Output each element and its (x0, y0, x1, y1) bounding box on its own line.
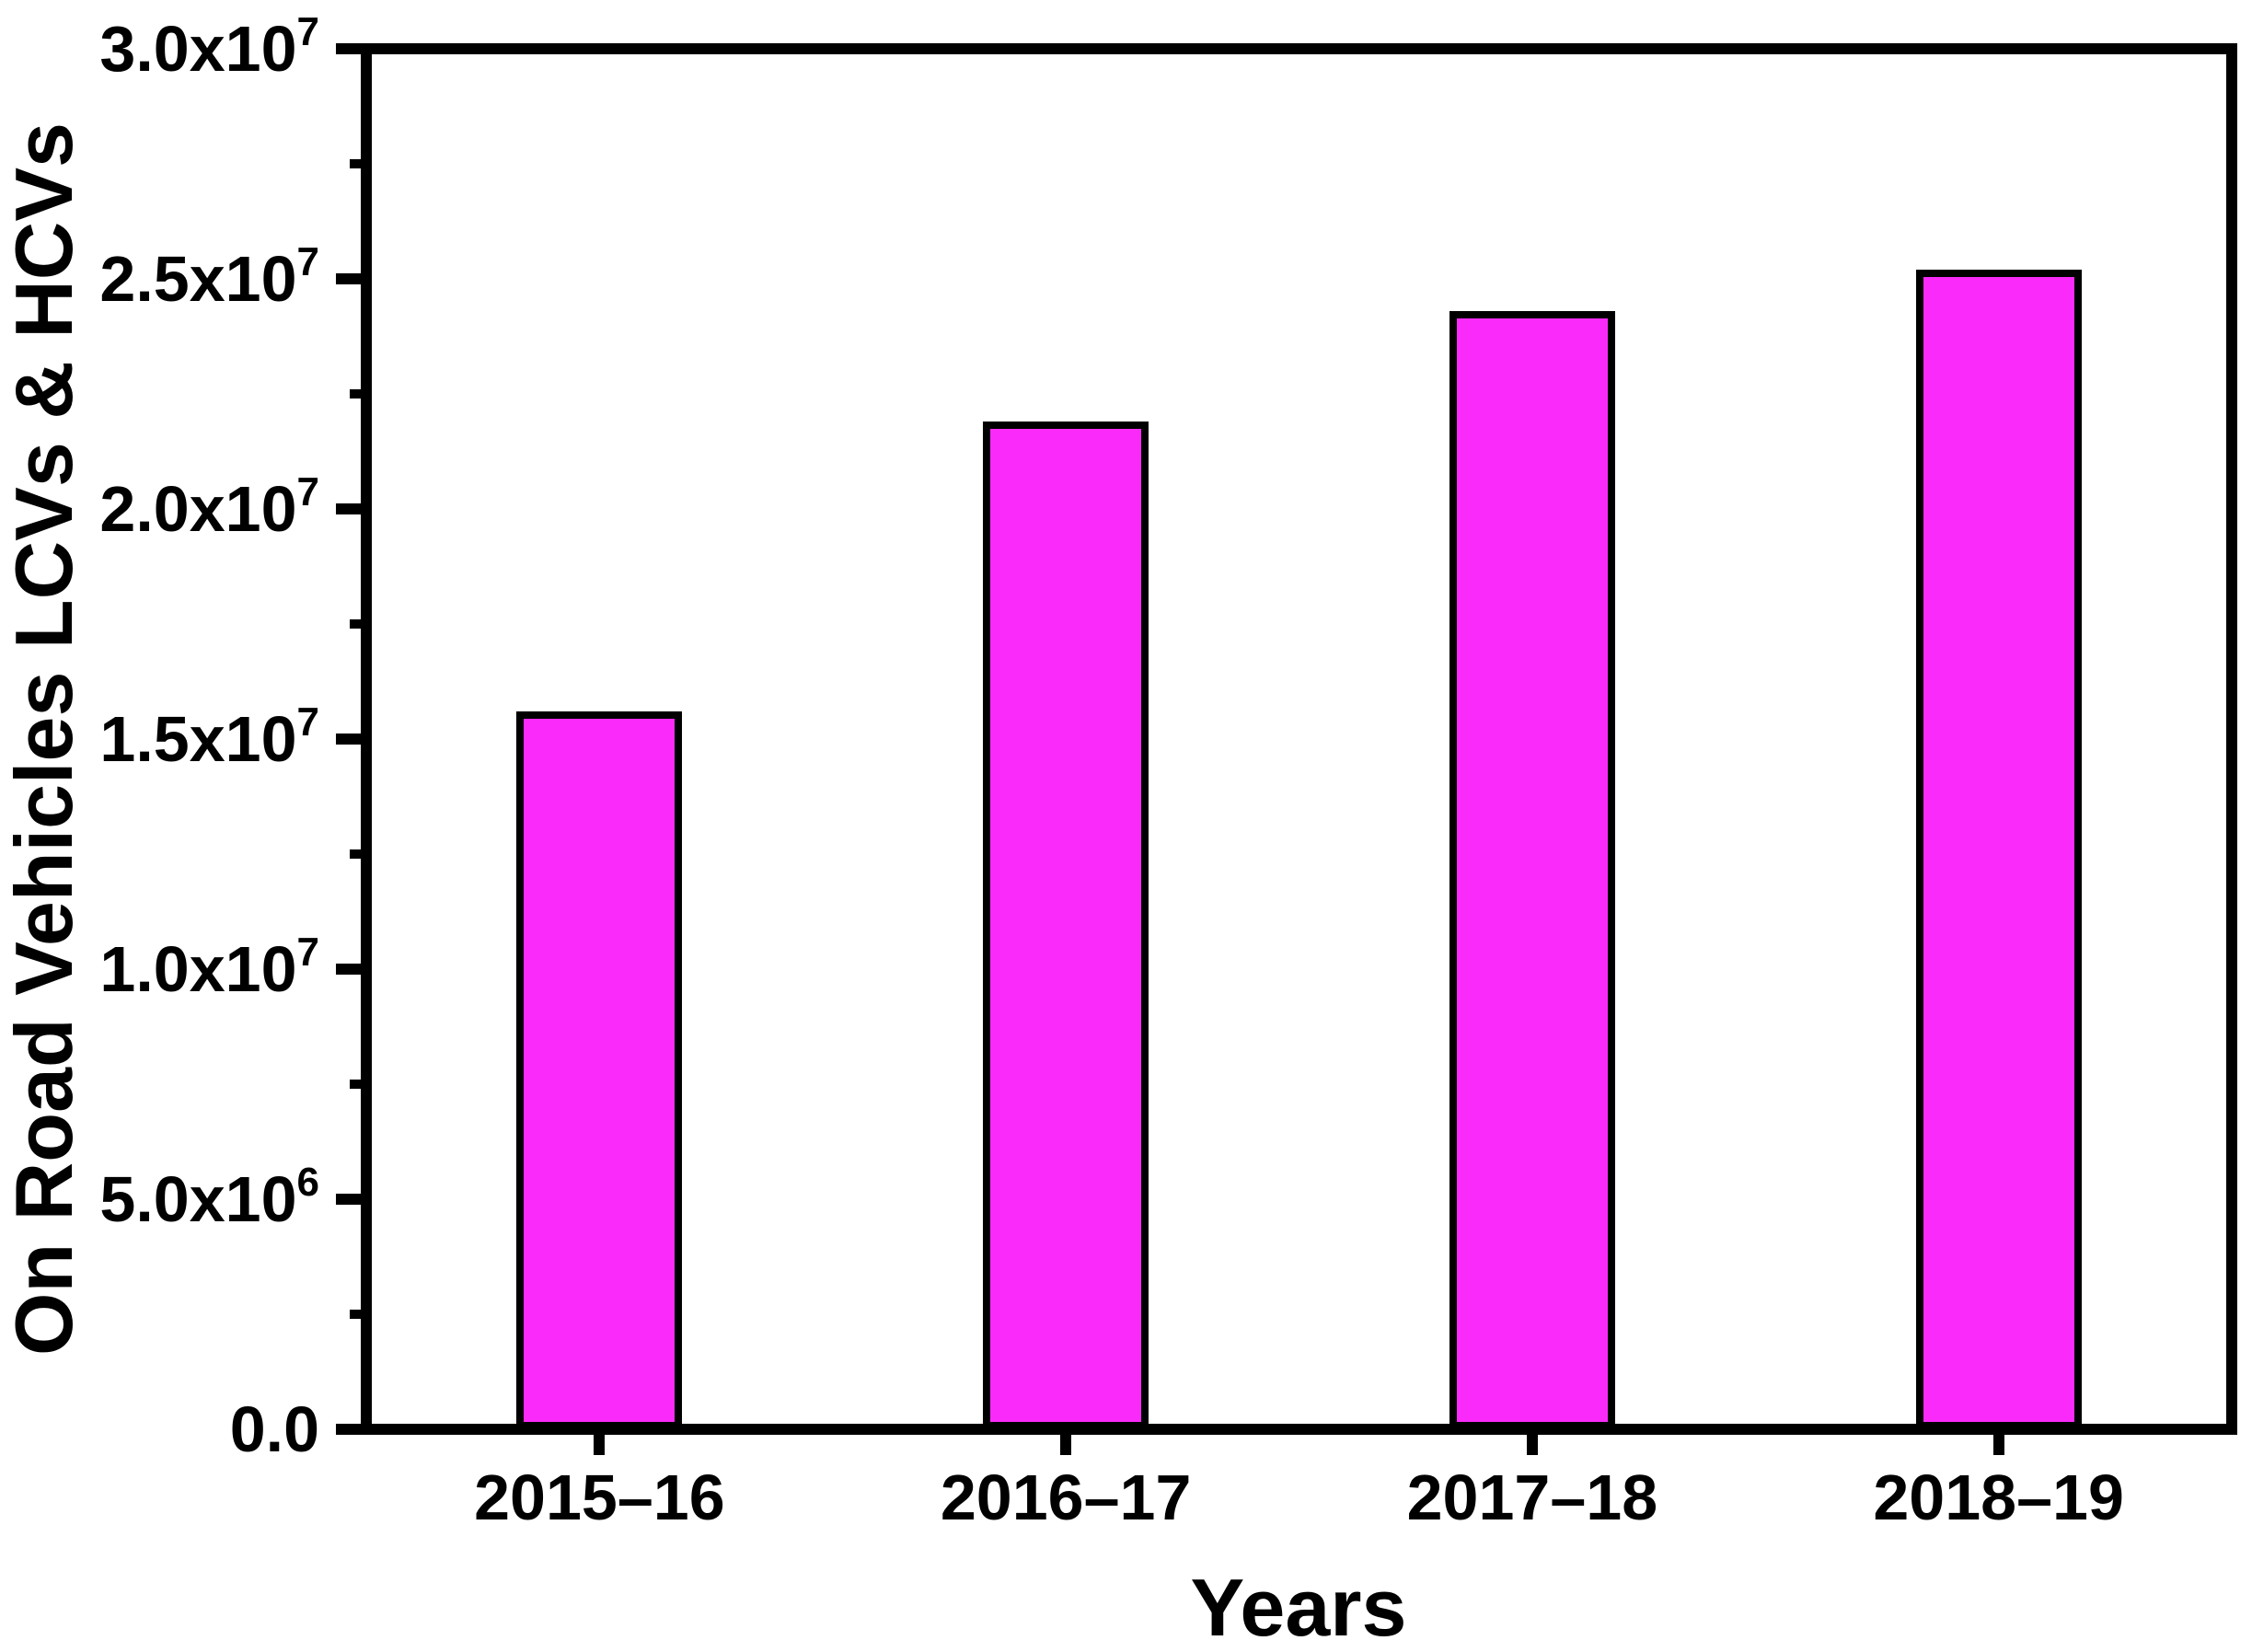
y-major-tick (336, 1424, 362, 1435)
y-tick-label: 3.0x107 (99, 12, 319, 82)
y-minor-tick (350, 619, 362, 629)
y-tick-label: 1.0x107 (99, 932, 319, 1002)
y-major-tick (336, 1194, 362, 1205)
bar (983, 422, 1149, 1429)
x-tick-label: 2017–18 (1406, 1461, 1658, 1533)
y-tick-label-text: 3.0x10 (99, 13, 297, 85)
y-minor-tick (350, 849, 362, 859)
y-tick-label-text: 0.0 (229, 1393, 319, 1465)
y-tick-label-text: 2.5x10 (99, 243, 297, 315)
x-tick (1060, 1435, 1072, 1455)
y-tick-label-exponent: 7 (296, 930, 319, 975)
y-tick-label-exponent: 6 (296, 1160, 319, 1205)
y-tick-label: 2.5x107 (99, 242, 319, 312)
y-minor-tick (350, 389, 362, 399)
y-tick-label: 0.0 (230, 1397, 319, 1461)
bar (516, 711, 683, 1429)
y-major-tick (336, 273, 362, 284)
x-tick (1992, 1435, 2004, 1455)
y-tick-label-text: 5.0x10 (99, 1163, 297, 1235)
y-tick-label-exponent: 7 (296, 9, 319, 54)
y-major-tick (336, 43, 362, 54)
x-axis-title: Years (1190, 1562, 1407, 1652)
x-tick (594, 1435, 606, 1455)
bar (1915, 270, 2082, 1429)
plot-frame (361, 43, 2237, 1435)
y-minor-tick (350, 1310, 362, 1319)
y-tick-label-text: 1.5x10 (99, 703, 297, 775)
y-tick-label-text: 1.0x10 (99, 933, 297, 1005)
y-tick-label: 2.0x107 (99, 472, 319, 542)
y-tick-label: 5.0x106 (99, 1162, 319, 1232)
y-tick-label: 1.5x107 (99, 702, 319, 772)
x-tick-label: 2018–19 (1873, 1461, 2124, 1533)
y-axis-title: On Road Vehicles LCVs & HCVs (0, 122, 89, 1356)
x-tick-label: 2015–16 (474, 1461, 725, 1533)
x-tick-label: 2016–17 (940, 1461, 1192, 1533)
y-tick-label-exponent: 7 (296, 469, 319, 514)
y-major-tick (336, 503, 362, 514)
y-minor-tick (350, 1080, 362, 1089)
y-minor-tick (350, 159, 362, 168)
y-major-tick (336, 964, 362, 975)
y-tick-label-text: 2.0x10 (99, 473, 297, 545)
y-tick-label-exponent: 7 (296, 699, 319, 745)
y-tick-label-exponent: 7 (296, 239, 319, 284)
x-tick (1526, 1435, 1538, 1455)
y-major-tick (336, 734, 362, 745)
